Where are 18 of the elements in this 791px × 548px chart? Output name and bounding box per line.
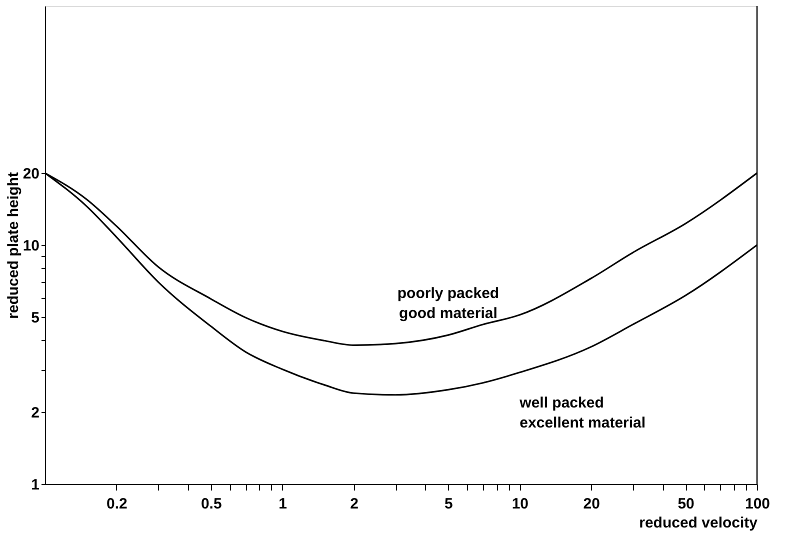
y-tick-label: 5	[31, 309, 40, 326]
y-tick-label: 1	[31, 476, 40, 494]
x-tick-label: 10	[512, 496, 529, 512]
y-axis-title: reduced plate height	[4, 172, 22, 319]
x-tick-label: 0.5	[200, 496, 222, 512]
x-tick-label: 2	[350, 496, 358, 512]
series-label: well packed excellent material	[518, 394, 646, 432]
x-axis-title: reduced velocity	[639, 514, 758, 532]
y-tick-label: 10	[22, 238, 40, 254]
x-tick-label: 1	[278, 496, 288, 512]
x-tick-label: 0.2	[106, 496, 128, 512]
y-tick-label: 20	[22, 166, 40, 183]
y-tick-label: 2	[31, 404, 40, 422]
x-tick-label: 50	[678, 496, 694, 512]
x-tick-label: 5	[444, 496, 453, 512]
series-label: poorly packed good material	[397, 285, 500, 322]
x-tick-label: 100	[744, 496, 770, 512]
x-tick-label: 20	[583, 496, 600, 512]
